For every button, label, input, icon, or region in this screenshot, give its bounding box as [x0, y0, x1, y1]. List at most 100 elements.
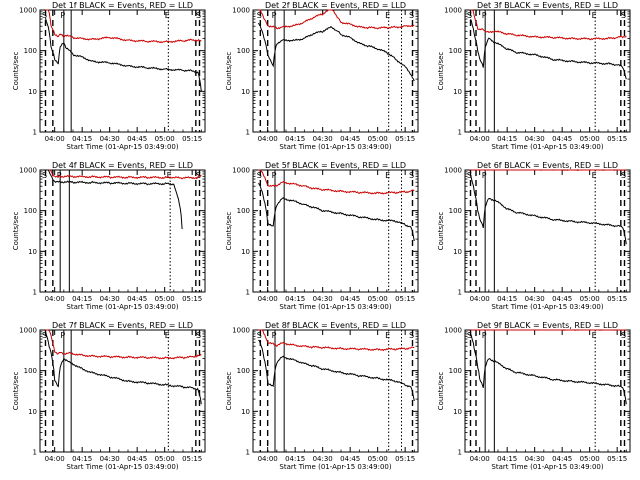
series-line-black — [258, 182, 415, 242]
y-tick-label: 1000 — [232, 327, 250, 335]
series-line-red — [45, 9, 202, 44]
x-tick-label: 04:00 — [45, 455, 65, 463]
y-tick-label: 1 — [33, 289, 37, 297]
x-axis-label: Start Time (01-Apr-15 03:49:00) — [66, 463, 178, 471]
event-marker-label: S — [196, 11, 201, 20]
event-marker-label: S — [467, 11, 472, 20]
x-axis-label: Start Time (01-Apr-15 03:49:00) — [66, 143, 178, 151]
event-marker-label: P — [482, 11, 487, 20]
y-axis-label: Counts/sec — [12, 212, 20, 251]
panel-det-9: Det 9f BLACK = Events, RED = LLD 1 10 100 10… — [437, 321, 631, 471]
x-tick-label: 05:00 — [368, 135, 388, 143]
y-tick-label: 10 — [453, 408, 462, 416]
plot-frame — [464, 169, 631, 293]
x-tick-label: 05:00 — [580, 135, 600, 143]
series-line-black — [45, 331, 202, 405]
x-tick-label: 04:15 — [285, 455, 305, 463]
x-tick-label: 05:15 — [395, 455, 415, 463]
y-tick-label: 1000 — [232, 167, 250, 175]
x-tick-label: 04:30 — [313, 135, 333, 143]
x-tick-label: 04:45 — [552, 135, 572, 143]
x-tick-label: 04:00 — [258, 455, 278, 463]
event-marker-label: S — [42, 171, 47, 180]
y-tick-label: 1000 — [444, 167, 462, 175]
x-tick-label: 04:45 — [340, 135, 360, 143]
y-tick-label: 10 — [241, 248, 250, 256]
event-marker-label: S — [621, 171, 626, 180]
x-tick-label: 04:45 — [340, 295, 360, 303]
y-axis-label: Counts/sec — [437, 52, 445, 91]
series-line-red — [258, 329, 415, 352]
x-axis-label: Start Time (01-Apr-15 03:49:00) — [491, 143, 603, 151]
x-tick-label: 04:00 — [470, 135, 490, 143]
x-tick-label: 04:15 — [72, 455, 92, 463]
x-tick-label: 05:15 — [395, 135, 415, 143]
event-marker-label: E — [385, 11, 390, 20]
event-marker-label: S — [42, 331, 47, 340]
event-marker-label: P — [272, 11, 277, 20]
series-line-black — [258, 22, 415, 82]
x-tick-label: 04:45 — [127, 295, 147, 303]
x-tick-label: 04:15 — [72, 295, 92, 303]
x-axis-label: Start Time (01-Apr-15 03:49:00) — [279, 303, 391, 311]
panel-title: Det 1f BLACK = Events, RED = LLD — [52, 1, 193, 10]
y-tick-label: 100 — [237, 367, 250, 375]
plot-frame — [464, 329, 631, 453]
series-line-red — [45, 169, 202, 180]
x-tick-label: 04:45 — [552, 455, 572, 463]
event-marker-label: E — [165, 331, 170, 340]
event-marker-label: S — [467, 171, 472, 180]
y-tick-label: 1 — [246, 129, 250, 137]
x-tick-label: 04:15 — [497, 455, 517, 463]
y-tick-label: 1 — [33, 449, 37, 457]
y-tick-label: 10 — [28, 88, 37, 96]
plot-frame — [252, 329, 419, 453]
y-tick-label: 1 — [458, 289, 462, 297]
x-axis-label: Start Time (01-Apr-15 03:49:00) — [66, 303, 178, 311]
plot-frame — [252, 9, 419, 133]
y-tick-label: 100 — [24, 207, 37, 215]
y-tick-label: 10 — [453, 248, 462, 256]
event-marker-label: P — [272, 331, 277, 340]
event-marker-label: P — [482, 331, 487, 340]
x-tick-label: 04:15 — [285, 135, 305, 143]
x-tick-label: 05:15 — [607, 135, 627, 143]
series-line-red — [258, 9, 415, 30]
panel-det-8: Det 8f BLACK = Events, RED = LLD 1 10 100 10… — [225, 321, 419, 471]
event-marker-label: E — [385, 331, 390, 340]
x-tick-label: 04:00 — [470, 295, 490, 303]
event-marker-label: S — [409, 11, 414, 20]
panel-title: Det 2f BLACK = Events, RED = LLD — [265, 1, 406, 10]
event-marker-label: S — [621, 11, 626, 20]
event-marker-label: S — [196, 331, 201, 340]
x-tick-label: 04:15 — [285, 295, 305, 303]
x-tick-label: 05:00 — [368, 295, 388, 303]
x-tick-label: 05:00 — [368, 455, 388, 463]
y-tick-label: 1000 — [444, 7, 462, 15]
x-tick-label: 04:45 — [127, 135, 147, 143]
x-tick-label: 04:30 — [100, 455, 120, 463]
x-tick-label: 04:15 — [72, 135, 92, 143]
x-axis-label: Start Time (01-Apr-15 03:49:00) — [491, 463, 603, 471]
x-tick-label: 04:30 — [313, 295, 333, 303]
x-tick-label: 05:00 — [155, 455, 175, 463]
event-marker-label: S — [257, 331, 262, 340]
x-tick-label: 05:00 — [155, 295, 175, 303]
x-tick-label: 04:30 — [100, 295, 120, 303]
y-tick-label: 100 — [237, 47, 250, 55]
y-tick-label: 100 — [24, 47, 37, 55]
y-tick-label: 10 — [28, 248, 37, 256]
x-tick-label: 05:15 — [182, 135, 202, 143]
panel-title: Det 6f BLACK = Events, RED = LLD — [477, 161, 618, 170]
event-marker-label: S — [621, 331, 626, 340]
y-axis-label: Counts/sec — [437, 212, 445, 251]
event-marker-label: S — [409, 331, 414, 340]
plot-frame — [39, 169, 206, 293]
x-tick-label: 05:00 — [155, 135, 175, 143]
series-line-red — [470, 9, 627, 41]
panel-det-2: Det 2f BLACK = Events, RED = LLD 1 10 100 10… — [225, 1, 419, 151]
series-line-black — [45, 169, 183, 230]
x-tick-label: 04:00 — [258, 295, 278, 303]
y-tick-label: 100 — [24, 367, 37, 375]
